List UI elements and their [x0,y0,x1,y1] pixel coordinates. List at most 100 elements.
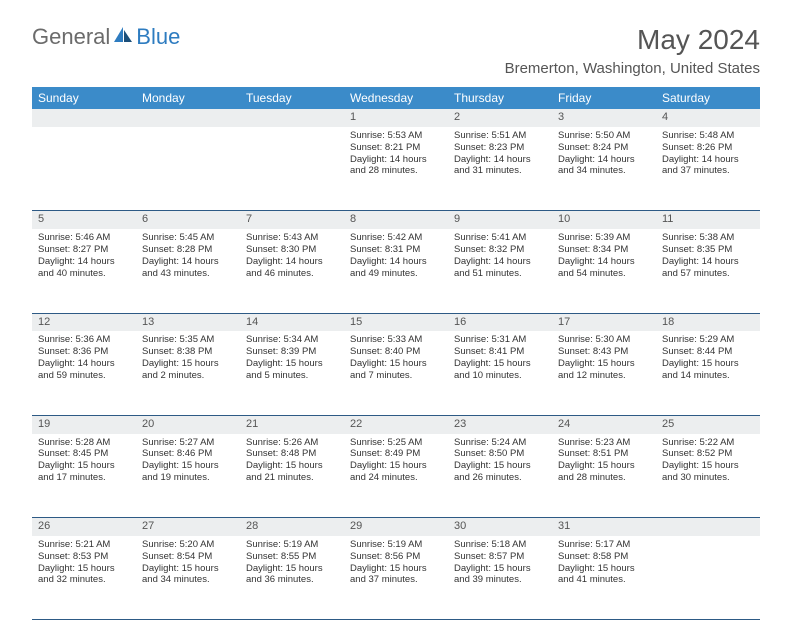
sunrise-text: Sunrise: 5:36 AM [38,334,130,346]
daylight-text: Daylight: 14 hours [38,256,130,268]
daylight-text: and 21 minutes. [246,472,338,484]
day-cell: Sunrise: 5:21 AMSunset: 8:53 PMDaylight:… [32,536,136,620]
day-number: 30 [448,518,552,536]
sunset-text: Sunset: 8:39 PM [246,346,338,358]
sunrise-text: Sunrise: 5:33 AM [350,334,442,346]
day-cell: Sunrise: 5:39 AMSunset: 8:34 PMDaylight:… [552,229,656,313]
daylight-text: and 57 minutes. [662,268,754,280]
day-number-row: 567891011 [32,211,760,229]
day-cell: Sunrise: 5:46 AMSunset: 8:27 PMDaylight:… [32,229,136,313]
day-number: 7 [240,211,344,229]
sunrise-text: Sunrise: 5:19 AM [350,539,442,551]
day-number: 27 [136,518,240,536]
sunrise-text: Sunrise: 5:53 AM [350,130,442,142]
day-cell [240,127,344,211]
day-cell: Sunrise: 5:51 AMSunset: 8:23 PMDaylight:… [448,127,552,211]
day-cell: Sunrise: 5:19 AMSunset: 8:56 PMDaylight:… [344,536,448,620]
daylight-text: Daylight: 15 hours [38,460,130,472]
day-number: 15 [344,313,448,331]
day-cell [656,536,760,620]
daylight-text: Daylight: 14 hours [558,256,650,268]
day-number-row: 1234 [32,109,760,127]
header: General Blue May 2024 [32,24,760,56]
sunrise-text: Sunrise: 5:27 AM [142,437,234,449]
daylight-text: and 34 minutes. [142,574,234,586]
day-cell: Sunrise: 5:25 AMSunset: 8:49 PMDaylight:… [344,434,448,518]
day-number [656,518,760,536]
day-cell: Sunrise: 5:18 AMSunset: 8:57 PMDaylight:… [448,536,552,620]
day-cell: Sunrise: 5:42 AMSunset: 8:31 PMDaylight:… [344,229,448,313]
sunrise-text: Sunrise: 5:28 AM [38,437,130,449]
day-number: 18 [656,313,760,331]
day-number: 4 [656,109,760,127]
sunset-text: Sunset: 8:23 PM [454,142,546,154]
brand-logo: General Blue [32,24,180,50]
sunset-text: Sunset: 8:46 PM [142,448,234,460]
sunset-text: Sunset: 8:53 PM [38,551,130,563]
daylight-text: Daylight: 15 hours [350,563,442,575]
daylight-text: Daylight: 14 hours [350,154,442,166]
day-number: 9 [448,211,552,229]
daylight-text: and 28 minutes. [350,165,442,177]
daylight-text: Daylight: 14 hours [558,154,650,166]
daylight-text: Daylight: 14 hours [662,256,754,268]
day-number: 24 [552,415,656,433]
sunset-text: Sunset: 8:49 PM [350,448,442,460]
sunrise-text: Sunrise: 5:43 AM [246,232,338,244]
sunset-text: Sunset: 8:58 PM [558,551,650,563]
day-number: 29 [344,518,448,536]
daylight-text: and 39 minutes. [454,574,546,586]
daylight-text: and 36 minutes. [246,574,338,586]
day-cell: Sunrise: 5:34 AMSunset: 8:39 PMDaylight:… [240,331,344,415]
weekday-header: Saturday [656,87,760,109]
daylight-text: Daylight: 15 hours [142,563,234,575]
sail-icon [112,25,134,50]
day-number: 23 [448,415,552,433]
sunset-text: Sunset: 8:55 PM [246,551,338,563]
daylight-text: Daylight: 15 hours [350,460,442,472]
sunset-text: Sunset: 8:54 PM [142,551,234,563]
daylight-text: Daylight: 14 hours [454,256,546,268]
daylight-text: and 41 minutes. [558,574,650,586]
day-cell: Sunrise: 5:48 AMSunset: 8:26 PMDaylight:… [656,127,760,211]
day-cell: Sunrise: 5:43 AMSunset: 8:30 PMDaylight:… [240,229,344,313]
day-number: 6 [136,211,240,229]
sunset-text: Sunset: 8:35 PM [662,244,754,256]
sunset-text: Sunset: 8:52 PM [662,448,754,460]
sunrise-text: Sunrise: 5:34 AM [246,334,338,346]
daylight-text: Daylight: 14 hours [38,358,130,370]
daylight-text: and 34 minutes. [558,165,650,177]
day-number: 3 [552,109,656,127]
sunrise-text: Sunrise: 5:21 AM [38,539,130,551]
sunrise-text: Sunrise: 5:46 AM [38,232,130,244]
day-number: 26 [32,518,136,536]
daylight-text: and 59 minutes. [38,370,130,382]
weekday-header-row: Sunday Monday Tuesday Wednesday Thursday… [32,87,760,109]
day-cell: Sunrise: 5:53 AMSunset: 8:21 PMDaylight:… [344,127,448,211]
sunset-text: Sunset: 8:43 PM [558,346,650,358]
day-number: 28 [240,518,344,536]
daylight-text: Daylight: 15 hours [142,460,234,472]
sunrise-text: Sunrise: 5:17 AM [558,539,650,551]
day-number: 8 [344,211,448,229]
sunset-text: Sunset: 8:57 PM [454,551,546,563]
daylight-text: and 49 minutes. [350,268,442,280]
daylight-text: Daylight: 15 hours [558,358,650,370]
sunset-text: Sunset: 8:27 PM [38,244,130,256]
day-number: 10 [552,211,656,229]
sunrise-text: Sunrise: 5:24 AM [454,437,546,449]
sunset-text: Sunset: 8:51 PM [558,448,650,460]
daylight-text: Daylight: 15 hours [350,358,442,370]
sunrise-text: Sunrise: 5:25 AM [350,437,442,449]
sunrise-text: Sunrise: 5:35 AM [142,334,234,346]
weekday-header: Wednesday [344,87,448,109]
sunset-text: Sunset: 8:40 PM [350,346,442,358]
day-cell: Sunrise: 5:24 AMSunset: 8:50 PMDaylight:… [448,434,552,518]
daylight-text: and 46 minutes. [246,268,338,280]
sunset-text: Sunset: 8:44 PM [662,346,754,358]
day-number: 1 [344,109,448,127]
day-cell: Sunrise: 5:28 AMSunset: 8:45 PMDaylight:… [32,434,136,518]
day-content-row: Sunrise: 5:28 AMSunset: 8:45 PMDaylight:… [32,434,760,518]
daylight-text: and 10 minutes. [454,370,546,382]
brand-text-blue: Blue [136,24,180,50]
